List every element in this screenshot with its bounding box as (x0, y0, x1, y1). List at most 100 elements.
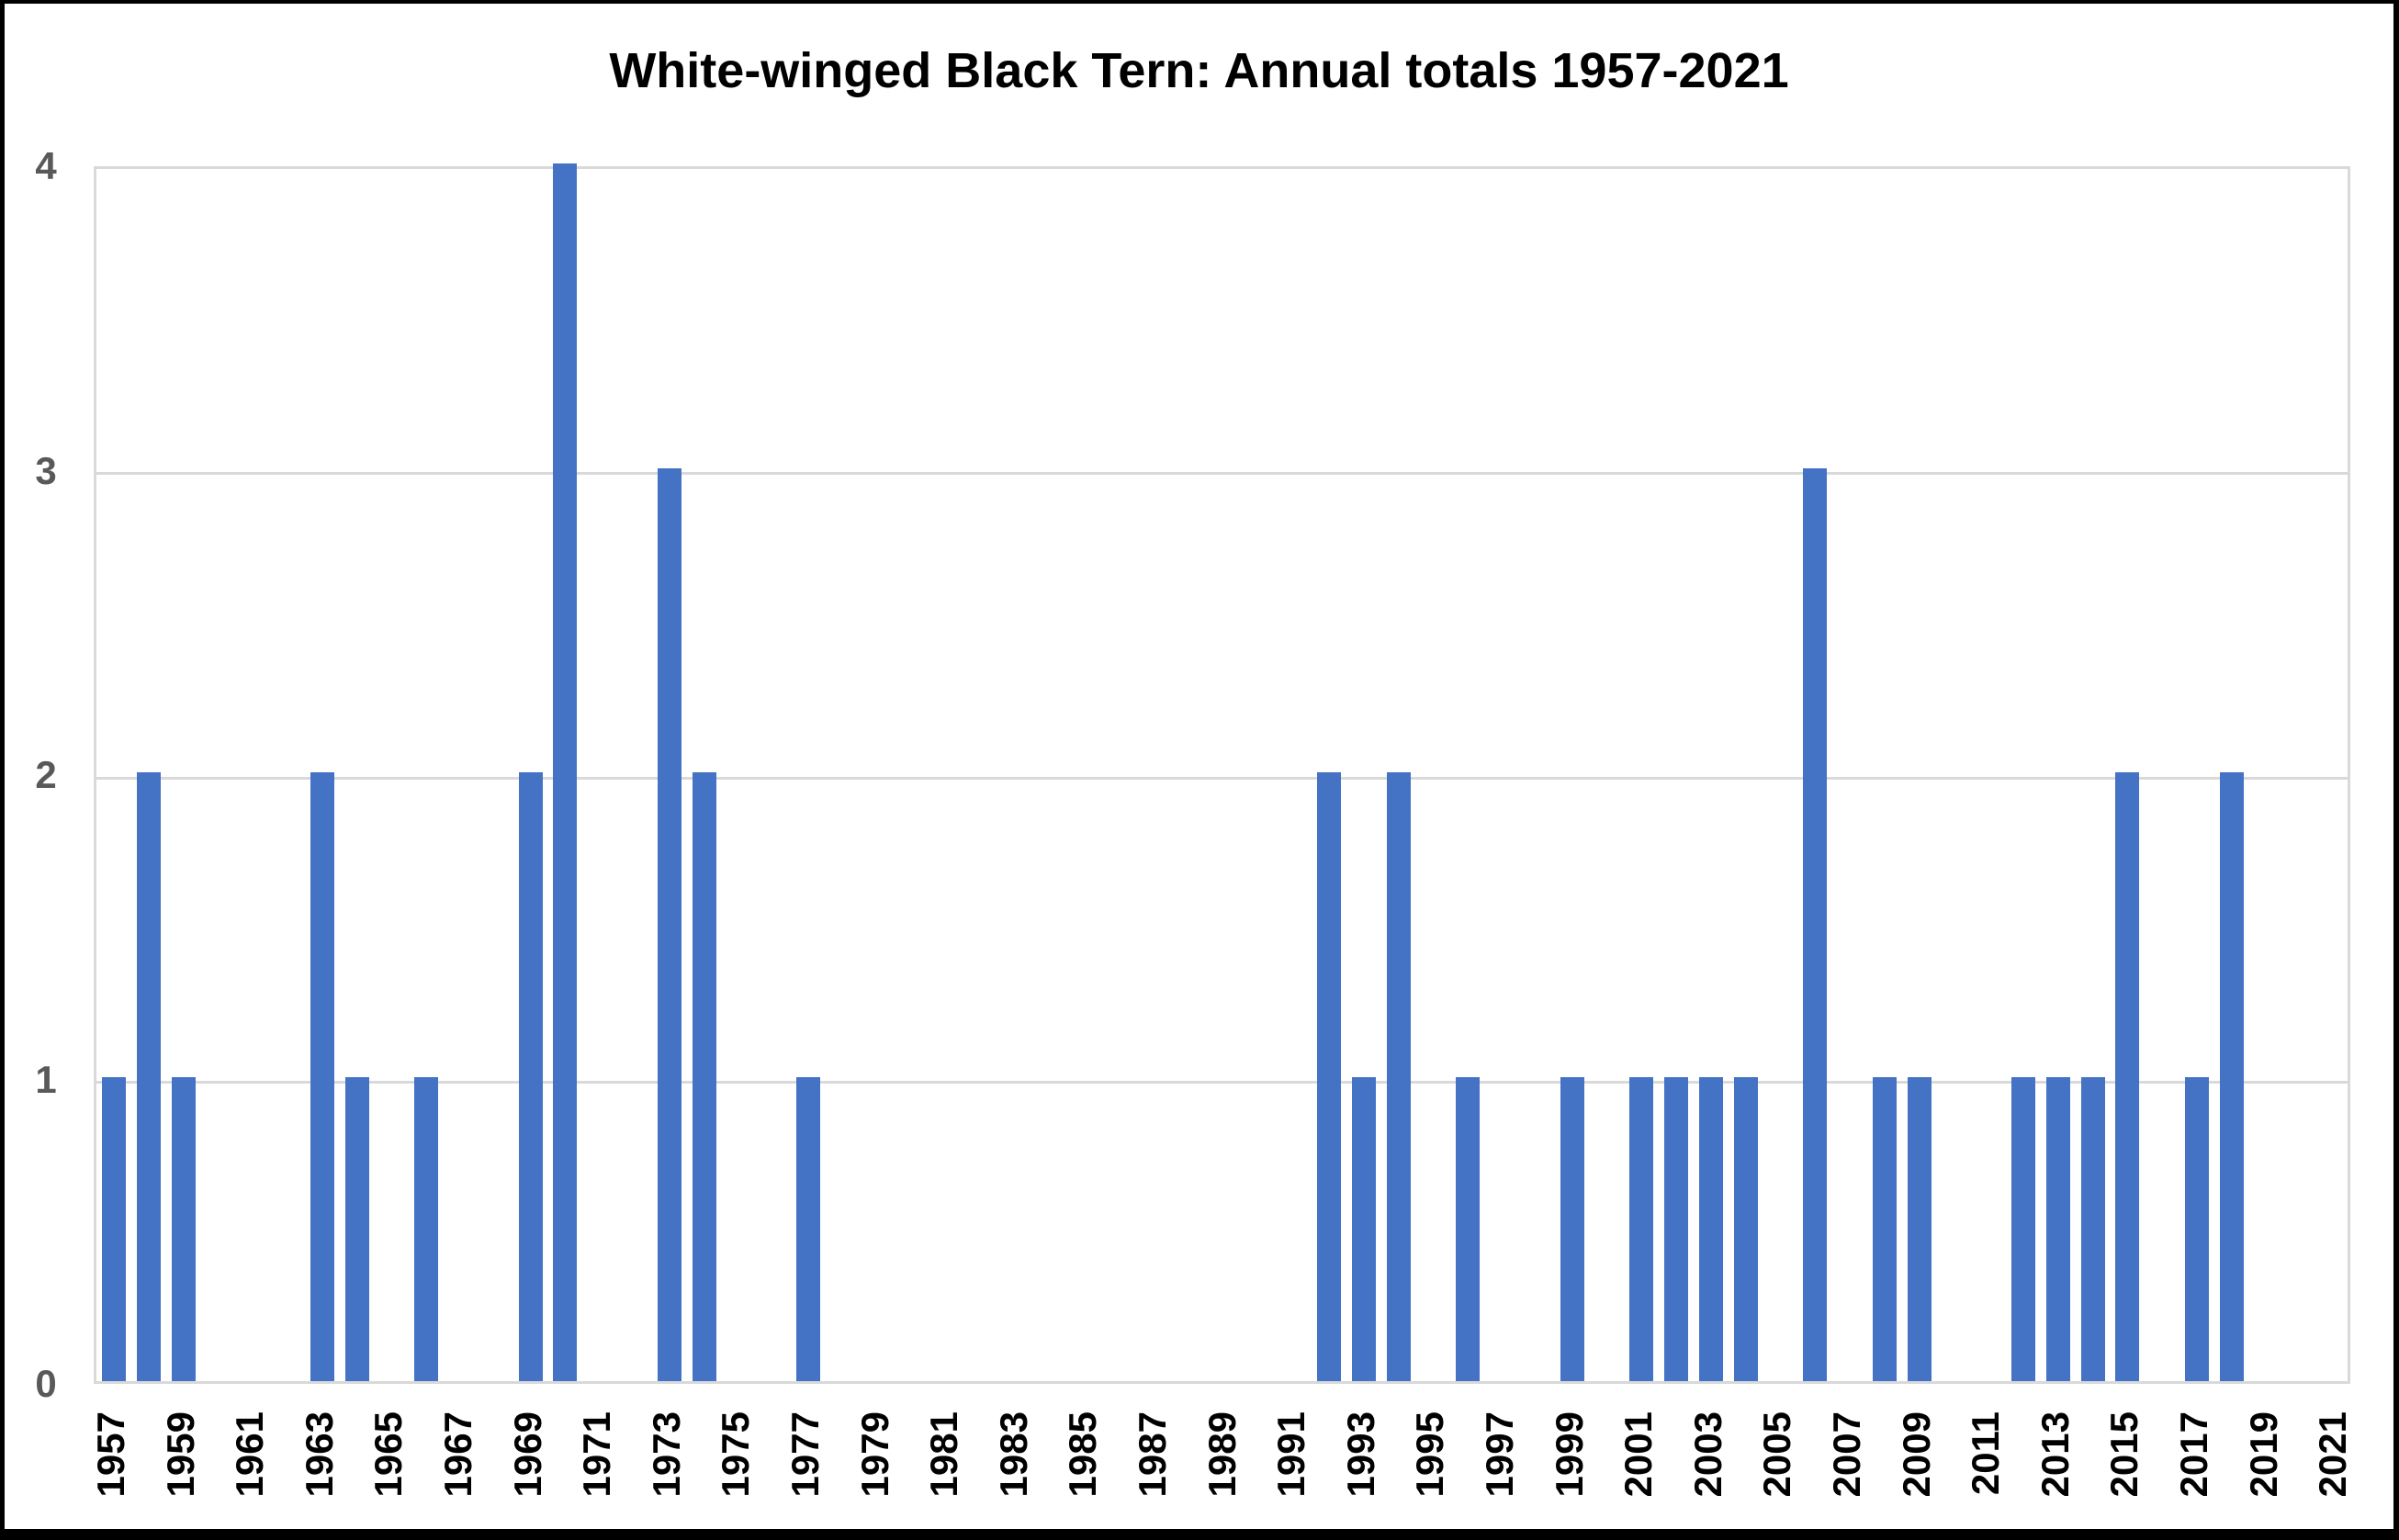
x-tick-1985: 1985 (1061, 1411, 1105, 1497)
x-tick-1975: 1975 (714, 1411, 758, 1497)
x-tick-2017: 2017 (2172, 1411, 2216, 1497)
bar-1957 (101, 1076, 126, 1381)
gridline-1 (96, 1081, 2348, 1084)
x-tick-text-1973: 1973 (644, 1411, 688, 1498)
x-tick-2005: 2005 (1755, 1411, 1799, 1497)
x-tick-text-1963: 1963 (297, 1411, 341, 1498)
x-tick-1995: 1995 (1408, 1411, 1452, 1497)
x-tick-2019: 2019 (2242, 1411, 2286, 1497)
x-tick-text-1997: 1997 (1477, 1411, 1521, 1498)
y-tick-0: 0 (35, 1362, 57, 1405)
x-tick-text-1995: 1995 (1408, 1411, 1452, 1498)
x-tick-text-2013: 2013 (2033, 1411, 2077, 1498)
x-tick-2015: 2015 (2102, 1411, 2146, 1497)
bar-1964 (344, 1076, 369, 1381)
x-tick-text-1991: 1991 (1269, 1411, 1313, 1498)
bar-2013 (2045, 1076, 2070, 1381)
x-tick-text-2009: 2009 (1894, 1411, 1938, 1498)
x-tick-text-1981: 1981 (922, 1411, 966, 1498)
x-tick-text-1969: 1969 (505, 1411, 549, 1498)
bar-1993 (1351, 1076, 1376, 1381)
x-tick-1961: 1961 (228, 1411, 272, 1497)
x-tick-2001: 2001 (1616, 1411, 1661, 1497)
x-tick-text-2011: 2011 (1964, 1411, 2008, 1496)
x-tick-text-2001: 2001 (1616, 1411, 1661, 1498)
x-tick-text-1957: 1957 (88, 1411, 132, 1498)
y-tick-2: 2 (35, 753, 57, 796)
bar-1963 (310, 772, 334, 1381)
x-tick-1991: 1991 (1269, 1411, 1313, 1497)
bar-2001 (1629, 1076, 1654, 1381)
bar-2008 (1872, 1076, 1897, 1381)
bar-1970 (553, 163, 578, 1381)
bar-2017 (2184, 1076, 2209, 1381)
x-tick-text-2015: 2015 (2102, 1411, 2146, 1498)
x-tick-text-2021: 2021 (2311, 1411, 2355, 1498)
gridline-3 (96, 472, 2348, 475)
x-tick-text-1979: 1979 (852, 1411, 896, 1498)
chart-title: White-winged Black Tern: Annual totals 1… (609, 43, 1789, 98)
bar-2003 (1698, 1076, 1723, 1381)
x-tick-text-1987: 1987 (1130, 1411, 1174, 1498)
x-tick-text-1999: 1999 (1547, 1411, 1591, 1498)
bar-2014 (2080, 1076, 2105, 1381)
x-tick-text-1985: 1985 (1061, 1411, 1105, 1498)
x-tick-1977: 1977 (783, 1411, 828, 1497)
bar-1973 (657, 467, 681, 1381)
x-tick-1969: 1969 (506, 1411, 550, 1497)
bar-1969 (518, 772, 543, 1381)
x-tick-1979: 1979 (853, 1411, 897, 1497)
x-tick-1957: 1957 (89, 1411, 133, 1497)
plot-area (94, 163, 2350, 1384)
x-tick-1999: 1999 (1548, 1411, 1592, 1497)
x-tick-text-2007: 2007 (1824, 1411, 1868, 1498)
x-tick-1971: 1971 (575, 1411, 619, 1497)
x-tick-1981: 1981 (922, 1411, 966, 1497)
bar-1994 (1386, 772, 1411, 1381)
bar-1996 (1456, 1076, 1481, 1381)
y-tick-4: 4 (35, 144, 57, 187)
bar-1977 (795, 1076, 820, 1381)
x-tick-1993: 1993 (1339, 1411, 1383, 1497)
x-tick-1965: 1965 (366, 1411, 411, 1497)
x-tick-text-2019: 2019 (2241, 1411, 2285, 1498)
bar-2015 (2115, 772, 2140, 1381)
bar-1959 (171, 1076, 196, 1381)
x-tick-text-2003: 2003 (1685, 1411, 1729, 1498)
x-tick-text-1959: 1959 (158, 1411, 202, 1498)
bar-1974 (692, 772, 716, 1381)
x-tick-1967: 1967 (436, 1411, 480, 1497)
x-tick-2011: 2011 (1964, 1411, 2008, 1495)
x-tick-text-1989: 1989 (1200, 1411, 1244, 1498)
x-tick-2009: 2009 (1895, 1411, 1939, 1497)
bar-1958 (136, 772, 161, 1381)
bar-2002 (1663, 1076, 1688, 1381)
bar-2004 (1733, 1076, 1758, 1381)
x-tick-text-1975: 1975 (714, 1411, 758, 1498)
x-tick-text-1961: 1961 (228, 1411, 272, 1498)
x-tick-text-2017: 2017 (2171, 1411, 2215, 1498)
bar-2012 (2010, 1076, 2035, 1381)
x-tick-1989: 1989 (1200, 1411, 1245, 1497)
x-tick-text-1977: 1977 (783, 1411, 827, 1498)
x-tick-2021: 2021 (2311, 1411, 2355, 1497)
x-tick-text-1965: 1965 (366, 1411, 411, 1498)
x-tick-1973: 1973 (645, 1411, 689, 1497)
bar-1992 (1316, 772, 1341, 1381)
x-tick-2013: 2013 (2033, 1411, 2078, 1497)
x-tick-1987: 1987 (1131, 1411, 1175, 1497)
y-tick-3: 3 (35, 448, 57, 492)
bar-2009 (1907, 1076, 1932, 1381)
x-tick-2003: 2003 (1686, 1411, 1730, 1497)
x-tick-2007: 2007 (1825, 1411, 1869, 1497)
x-tick-1959: 1959 (159, 1411, 203, 1497)
bar-1999 (1560, 1076, 1584, 1381)
bar-2006 (1803, 467, 1828, 1381)
x-tick-text-1983: 1983 (991, 1411, 1035, 1498)
x-tick-text-1993: 1993 (1338, 1411, 1382, 1498)
bar-1966 (414, 1076, 439, 1381)
x-tick-text-2005: 2005 (1755, 1411, 1799, 1498)
x-tick-text-1971: 1971 (575, 1411, 619, 1498)
x-tick-text-1967: 1967 (435, 1411, 479, 1498)
